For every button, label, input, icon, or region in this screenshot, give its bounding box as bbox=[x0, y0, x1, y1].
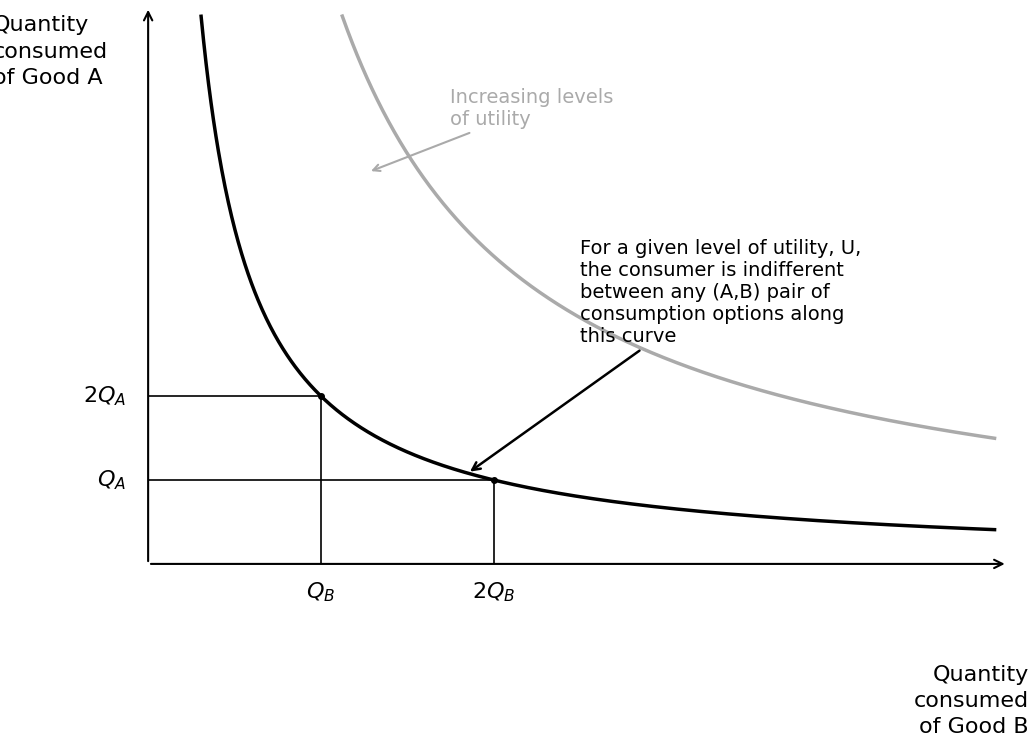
Text: $Q_A$: $Q_A$ bbox=[97, 468, 127, 492]
Text: Increasing levels
of utility: Increasing levels of utility bbox=[374, 88, 614, 171]
Text: For a given level of utility, U,
the consumer is indifferent
between any (A,B) p: For a given level of utility, U, the con… bbox=[473, 240, 862, 470]
Text: $Q_B$: $Q_B$ bbox=[307, 581, 335, 604]
Text: Quantity
consumed
of Good A: Quantity consumed of Good A bbox=[0, 16, 107, 88]
Text: Quantity
consumed
of Good B: Quantity consumed of Good B bbox=[914, 664, 1029, 737]
Text: $2Q_B$: $2Q_B$ bbox=[472, 581, 515, 604]
Text: $2Q_A$: $2Q_A$ bbox=[84, 384, 127, 408]
